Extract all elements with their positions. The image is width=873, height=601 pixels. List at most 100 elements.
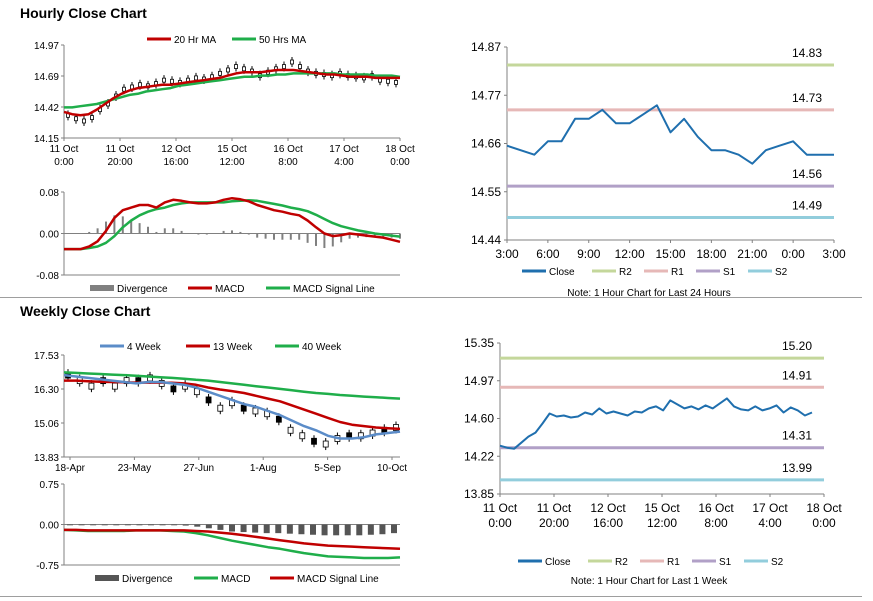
weekly-candle-body	[299, 432, 306, 440]
weekly-pivot-xtick-label: 0:00	[488, 516, 512, 530]
hourly-candle-body	[386, 78, 390, 84]
hourly-price-xtick-label: 17 Oct	[329, 144, 359, 155]
hourly-price-xtick-label: 20:00	[107, 157, 132, 168]
hourly-candle-body	[170, 78, 174, 84]
weekly-candle-body	[240, 404, 247, 412]
weekly-price-xtick-label: 10-Oct	[377, 463, 407, 474]
weekly-divergence-bar	[124, 524, 131, 526]
weekly-divergence-bar	[205, 524, 212, 529]
weekly-divergence-bar	[171, 524, 178, 526]
hourly-pivot-legend-close-label: Close	[549, 267, 575, 278]
hourly-pivot-ytick-label: 14.66	[471, 137, 501, 151]
weekly-pivot-xtick-label: 4:00	[758, 516, 782, 530]
weekly-price-ytick-label: 17.53	[34, 351, 59, 362]
legend-weekly-divergence-swatch	[95, 575, 119, 581]
hourly-pivot-ytick-label: 14.77	[471, 88, 501, 102]
hourly-pivot-xtick-label: 9:00	[577, 247, 601, 261]
weekly-candle-body	[123, 377, 130, 385]
weekly-macd-ytick-label: 0.75	[40, 480, 60, 491]
weekly-divergence-bar	[391, 524, 397, 534]
legend-hourly-macd-signal-label: MACD Signal Line	[293, 284, 375, 295]
weekly-pivot-ytick-label: 14.60	[464, 412, 494, 426]
hourly-candle-body	[82, 118, 86, 124]
weekly-pivot-ytick-label: 14.97	[464, 374, 494, 388]
hourly-price-xtick-label: 16 Oct	[273, 144, 303, 155]
weekly-divergence-bar	[298, 524, 305, 535]
weekly-candle-body	[205, 396, 212, 404]
weekly-divergence-bar	[67, 524, 73, 526]
weekly-price-xtick-label: 1-Aug	[250, 463, 277, 474]
hourly-50hr-ma-line	[64, 72, 401, 109]
hourly-price-xtick-label: 16:00	[163, 157, 188, 168]
weekly-pivot-xtick-label: 11 Oct	[483, 501, 518, 515]
hourly-price-xtick-label: 12:00	[219, 157, 244, 168]
hourly-candle-body	[226, 67, 230, 73]
weekly-divergence-bar	[263, 524, 270, 534]
weekly-candle-body	[275, 415, 282, 423]
weekly-divergence-bar	[217, 524, 224, 530]
weekly-pivot-xtick-label: 17 Oct	[752, 501, 788, 515]
weekly-divergence-bar	[310, 524, 316, 535]
weekly-price-ytick-label: 16.30	[34, 385, 59, 396]
hourly-price-xtick-label: 11 Oct	[106, 144, 135, 155]
legend-hourly-macd-label: MACD	[215, 284, 244, 295]
legend-13-week-label: 13 Week	[213, 342, 253, 353]
hourly-macd-ytick-label: 0.00	[40, 230, 60, 241]
hourly-price-xtick-label: 12 Oct	[161, 144, 191, 155]
legend-40-week-label: 40 Week	[302, 342, 342, 353]
weekly-price-ytick-label: 13.83	[34, 453, 59, 464]
hourly-section-title: Hourly Close Chart	[20, 5, 147, 21]
weekly-pivot-ytick-label: 14.22	[464, 449, 494, 463]
weekly-divergence-bar	[367, 524, 374, 535]
weekly-pivot-level-label-r1: 14.91	[782, 368, 812, 382]
hourly-pivot-close-line	[506, 104, 834, 165]
weekly-candle-body	[322, 440, 329, 448]
hourly-pivot-level-label-r2: 14.83	[792, 46, 822, 60]
hourly-pivot-xtick-label: 6:00	[536, 247, 560, 261]
hourly-pivot-xtick-label: 18:00	[696, 247, 726, 261]
weekly-pivot-level-label-s2: 13.99	[782, 461, 812, 475]
hourly-candle-body	[138, 82, 142, 88]
weekly-divergence-bar	[240, 524, 247, 533]
weekly-price-xtick-label: 27-Jun	[184, 463, 215, 474]
weekly-section-title: Weekly Close Chart	[20, 303, 151, 319]
weekly-divergence-bar	[379, 524, 386, 535]
weekly-macd-ytick-label: -0.75	[36, 561, 59, 572]
weekly-pivot-legend-close-label: Close	[545, 557, 571, 568]
weekly-price-xtick-label: 23-May	[118, 463, 151, 474]
weekly-divergence-bar	[101, 524, 108, 526]
hourly-price-xtick-label: 18 Oct	[385, 144, 415, 155]
weekly-pivot-xtick-label: 0:00	[812, 516, 836, 530]
hourly-price-ytick-label: 14.42	[34, 103, 59, 114]
weekly-candle-body	[287, 426, 294, 434]
hourly-candle-body	[282, 64, 286, 69]
hourly-candle-body	[162, 77, 166, 83]
weekly-pivot-xtick-label: 16:00	[593, 516, 623, 530]
weekly-divergence-bar	[275, 524, 282, 534]
hourly-pivot-note: Note: 1 Hour Chart for Last 24 Hours	[567, 288, 730, 299]
weekly-4-week-line	[63, 373, 401, 440]
bottom-divider	[0, 596, 862, 597]
hourly-candle-body	[242, 66, 246, 72]
weekly-pivot-level-label-r2: 15.20	[782, 339, 812, 353]
hourly-price-xtick-label: 8:00	[278, 157, 298, 168]
hourly-pivot-xtick-label: 0:00	[781, 247, 805, 261]
weekly-pivot-legend-s1-label: S1	[719, 557, 732, 568]
weekly-pivot-xtick-label: 12 Oct	[590, 501, 626, 515]
hourly-pivot-ytick-label: 14.44	[471, 233, 501, 247]
weekly-pivot-xtick-label: 18 Oct	[806, 501, 842, 515]
hourly-candle-body	[218, 70, 222, 76]
hourly-pivot-legend-r2-label: R2	[619, 267, 632, 278]
hourly-macd-signal-line	[64, 199, 401, 251]
legend-4-week-label: 4 Week	[127, 342, 162, 353]
hourly-pivot-ytick-label: 14.87	[471, 40, 501, 54]
weekly-pivot-ytick-label: 13.85	[464, 487, 494, 501]
weekly-pivot-legend-r1-label: R1	[667, 557, 680, 568]
hourly-candle-body	[122, 86, 126, 92]
hourly-candle-body	[234, 64, 238, 69]
hourly-price-ytick-label: 14.69	[34, 72, 59, 83]
weekly-price-xtick-label: 18-Apr	[55, 463, 86, 474]
weekly-divergence-bar	[90, 524, 97, 526]
hourly-price-xtick-label: 11 Oct	[50, 144, 79, 155]
